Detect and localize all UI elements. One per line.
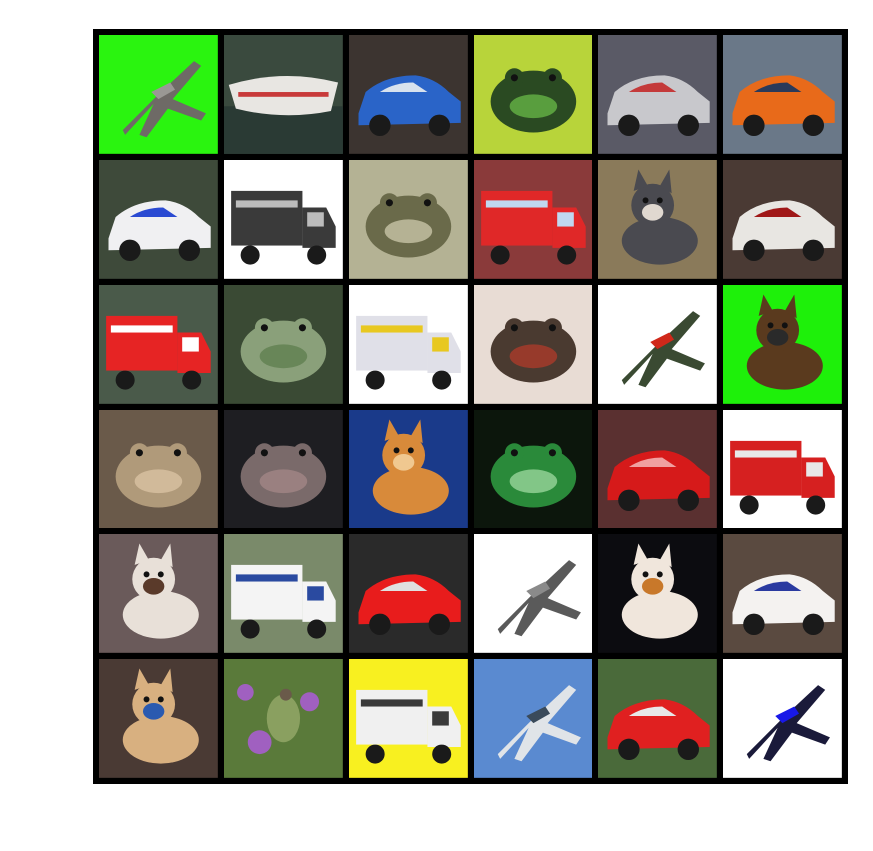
truck-image xyxy=(348,284,468,404)
airplane-thumbnail xyxy=(473,659,593,778)
truck-thumbnail xyxy=(348,284,468,404)
car-image xyxy=(598,659,718,778)
truck-thumbnail xyxy=(223,159,343,279)
truck-image xyxy=(473,159,593,279)
car-image xyxy=(723,534,842,654)
dog-image xyxy=(723,284,842,404)
car-image xyxy=(723,159,842,279)
cat-thumbnail xyxy=(99,534,218,654)
dog-thumbnail xyxy=(598,159,718,279)
car-thumbnail xyxy=(348,534,468,654)
car-thumbnail xyxy=(723,534,842,654)
image-grid xyxy=(93,29,848,784)
truck-thumbnail xyxy=(473,159,593,279)
car-image xyxy=(99,159,218,279)
dog-thumbnail xyxy=(598,534,718,654)
boat-thumbnail xyxy=(223,35,343,154)
car-thumbnail xyxy=(723,35,842,154)
truck-thumbnail xyxy=(348,659,468,778)
airplane-image xyxy=(99,35,218,154)
frog-image xyxy=(473,409,593,529)
car-image xyxy=(598,409,718,529)
frog-thumbnail xyxy=(348,159,468,279)
dog-thumbnail xyxy=(723,284,842,404)
airplane-thumbnail xyxy=(598,284,718,404)
cat-image xyxy=(99,534,218,654)
truck-image xyxy=(99,284,218,404)
car-thumbnail xyxy=(723,159,842,279)
airplane-thumbnail xyxy=(723,659,842,778)
frog-thumbnail xyxy=(99,409,218,529)
frog-thumbnail xyxy=(473,35,593,154)
bird-image xyxy=(223,659,343,778)
dog-image xyxy=(99,659,218,778)
airplane-image xyxy=(473,659,593,778)
car-image xyxy=(598,35,718,154)
car-thumbnail xyxy=(598,35,718,154)
frog-image xyxy=(99,409,218,529)
frog-image xyxy=(473,35,593,154)
car-thumbnail xyxy=(598,659,718,778)
boat-image xyxy=(223,35,343,154)
cat-thumbnail xyxy=(348,409,468,529)
truck-image xyxy=(223,159,343,279)
dog-thumbnail xyxy=(99,659,218,778)
cat-image xyxy=(348,409,468,529)
truck-image xyxy=(348,659,468,778)
truck-image xyxy=(223,534,343,654)
truck-image xyxy=(723,409,842,529)
truck-thumbnail xyxy=(223,534,343,654)
airplane-image xyxy=(473,534,593,654)
frog-image xyxy=(223,284,343,404)
frog-image xyxy=(473,284,593,404)
airplane-image xyxy=(723,659,842,778)
car-image xyxy=(348,534,468,654)
frog-thumbnail xyxy=(473,409,593,529)
car-thumbnail xyxy=(348,35,468,154)
frog-thumbnail xyxy=(473,284,593,404)
frog-thumbnail xyxy=(223,409,343,529)
dog-image xyxy=(598,534,718,654)
truck-thumbnail xyxy=(99,284,218,404)
airplane-image xyxy=(598,284,718,404)
truck-thumbnail xyxy=(723,409,842,529)
car-thumbnail xyxy=(598,409,718,529)
car-image xyxy=(723,35,842,154)
bird-thumbnail xyxy=(223,659,343,778)
frog-image xyxy=(348,159,468,279)
frog-thumbnail xyxy=(223,284,343,404)
dog-image xyxy=(598,159,718,279)
airplane-thumbnail xyxy=(473,534,593,654)
car-image xyxy=(348,35,468,154)
frog-image xyxy=(223,409,343,529)
car-thumbnail xyxy=(99,159,218,279)
airplane-thumbnail xyxy=(99,35,218,154)
